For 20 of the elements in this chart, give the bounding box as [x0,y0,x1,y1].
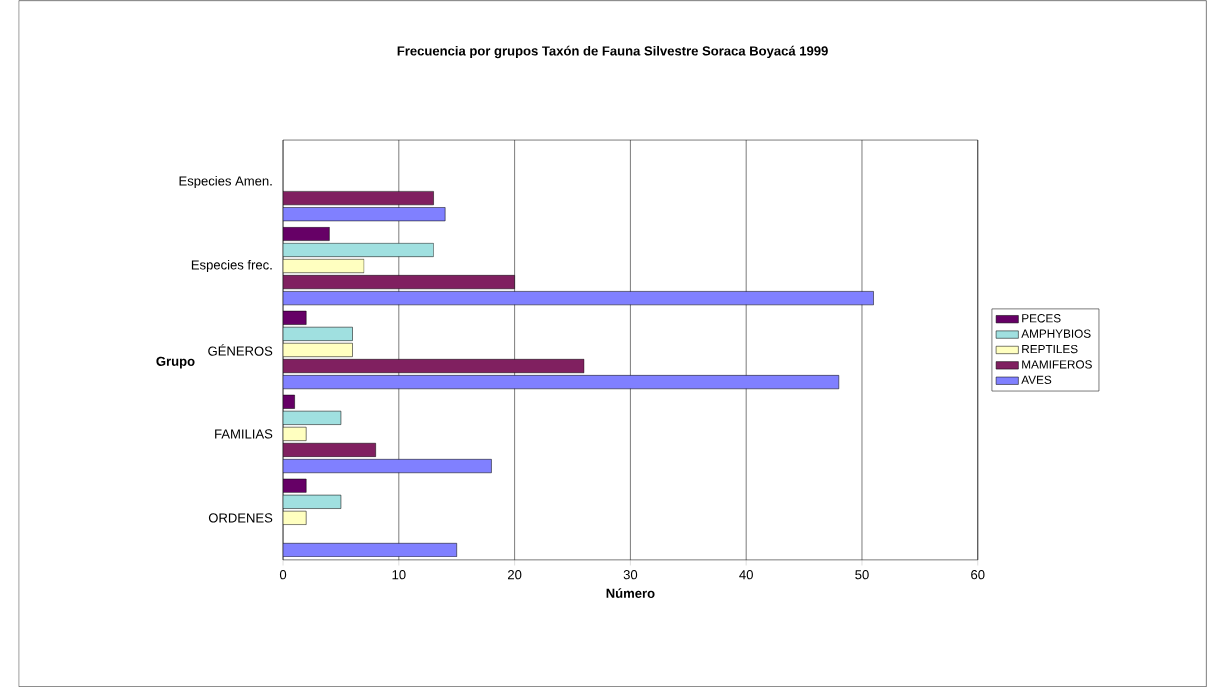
x-tick-label: 50 [855,569,869,580]
legend-label: PECES [1022,313,1061,323]
legend-label: REPTILES [1022,344,1078,354]
y-tick-label: ORDENES [208,513,273,523]
x-tick-label: 0 [279,569,287,580]
legend-label: AMPHYBIOS [1021,329,1091,338]
y-tick-label: Especies Amen. [179,175,272,188]
x-tick-label: 40 [739,569,753,580]
chart-title: Frecuencia por grupos Taxón de Fauna Silvestre Soraca Boyacá 1999 [397,45,828,59]
x-tick-label: 20 [508,569,522,580]
y-tick-label: GÉNEROS [208,344,273,356]
y-tick-label: Especies frec. [191,259,272,272]
legend-label: AVES [1021,375,1052,384]
x-tick-label: 30 [623,569,638,580]
y-axis-title: Grupo [156,356,195,369]
x-tick-label: 60 [971,569,985,580]
x-axis-title: Número [606,588,655,598]
x-tick-label: 10 [392,569,406,580]
legend-label: MAMIFEROS [1022,360,1092,369]
y-tick-label: FAMILIAS [215,429,273,439]
